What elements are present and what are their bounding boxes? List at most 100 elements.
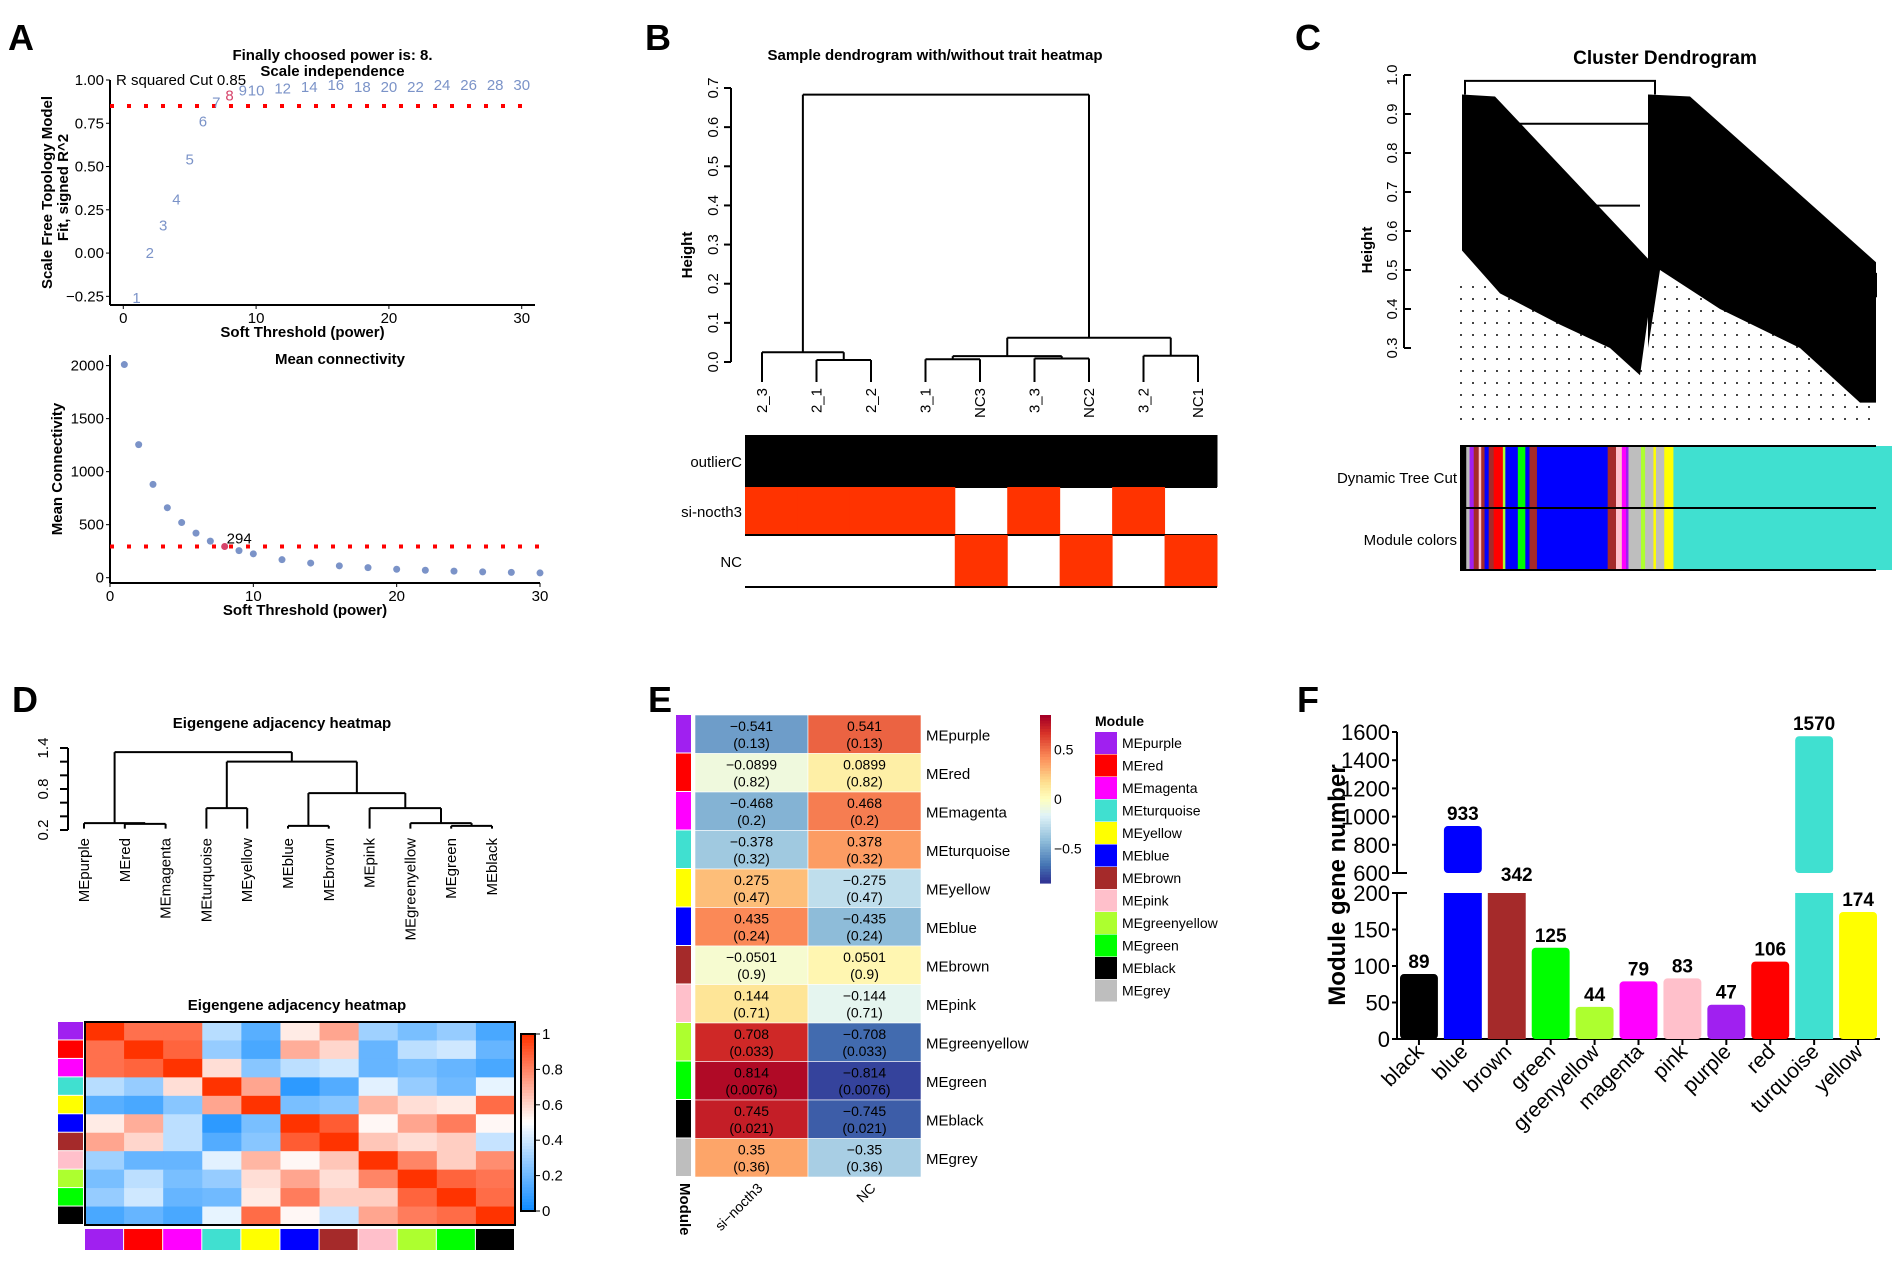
colorbar-segment	[521, 1199, 535, 1203]
heatmap-cell	[807, 714, 922, 754]
x-tick-label: purple	[1678, 1040, 1736, 1098]
colorbar-tick-label: 0.8	[542, 1061, 563, 1078]
heatmap-cell	[397, 1058, 438, 1078]
heatmap-cell	[694, 1022, 809, 1062]
column-module-swatch	[85, 1229, 124, 1250]
legend-swatch	[1095, 912, 1117, 934]
heatmap-cell	[319, 1058, 360, 1078]
leaf-label: 3_3	[1027, 388, 1044, 413]
y-tick-label: 0.3	[1384, 338, 1401, 359]
colorbar-tick-label: 1	[542, 1026, 550, 1043]
heatmap-cell	[202, 1114, 242, 1134]
bar-lower-segment	[1795, 893, 1834, 1039]
correlation-value: 0.378	[847, 834, 882, 850]
heatmap-cell	[124, 1169, 164, 1189]
y-tick-label: 1200	[1341, 776, 1390, 801]
colorbar-tick-label: 0.2	[542, 1168, 563, 1185]
color-row-label: Module colors	[1364, 532, 1457, 549]
heatmap-cell	[124, 1206, 164, 1226]
colorbar-segment	[1040, 815, 1051, 820]
y-tick-label: 0.0	[705, 352, 722, 373]
heatmap-cell	[358, 1206, 399, 1226]
colorbar-tick-label: −0.5	[1054, 840, 1082, 856]
heatmap-cell	[397, 1132, 438, 1152]
column-module-swatch	[358, 1229, 397, 1250]
module-color-segment	[1628, 508, 1642, 570]
module-color-segment	[1640, 508, 1646, 570]
heatmap-cell	[807, 907, 922, 947]
legend-label: MEgrey	[1122, 983, 1170, 999]
cutoff-annotation: R squared Cut 0.85	[116, 72, 246, 89]
chart-title: Eigengene adjacency heatmap	[188, 997, 406, 1014]
colorbar-segment	[1040, 793, 1051, 797]
panel-label-e: E	[648, 679, 672, 720]
colorbar-segment	[1040, 869, 1051, 873]
heatmap-cell	[280, 1188, 321, 1208]
heatmap-cell	[807, 753, 922, 793]
colorbar-segment	[1040, 860, 1051, 864]
heatmap-cell	[319, 1169, 360, 1189]
colorbar-segment	[521, 1116, 535, 1121]
colorbar-segment	[521, 1075, 535, 1079]
trait-cell	[1007, 435, 1061, 487]
heatmap-cell	[475, 1151, 516, 1171]
correlation-value: 0.0501	[843, 949, 886, 965]
module-color-segment	[1488, 508, 1495, 570]
heatmap-cell	[358, 1022, 399, 1041]
trait-label: outlierC	[690, 454, 742, 471]
y-tick-label: 0.50	[75, 159, 104, 176]
trait-cell	[1059, 435, 1113, 487]
heatmap-cell	[241, 1077, 281, 1097]
y-tick-label: 0.4	[1384, 299, 1401, 320]
colorbar-segment	[521, 1063, 535, 1068]
heatmap-cell	[202, 1206, 242, 1226]
x-tick-label: 30	[532, 588, 549, 605]
panel-label-b: B	[645, 17, 671, 58]
legend-swatch	[1095, 979, 1117, 1002]
p-value: (0.32)	[846, 851, 883, 867]
module-color-segment	[1502, 508, 1506, 570]
y-tick-label: 1.0	[1384, 65, 1401, 86]
heatmap-cell	[163, 1022, 203, 1041]
trait-cell	[1112, 435, 1166, 487]
heatmap-cell	[85, 1132, 125, 1152]
p-value: (0.2)	[737, 812, 766, 828]
legend-swatch	[1095, 799, 1117, 822]
heatmap-cell	[694, 868, 809, 908]
colorbar-segment	[521, 1051, 535, 1056]
trait-cell	[745, 487, 798, 535]
colorbar-segment	[521, 1125, 535, 1129]
heatmap-cell	[85, 1022, 125, 1041]
bar-value-label: 1570	[1793, 714, 1835, 735]
bar	[1619, 981, 1658, 1039]
row-module-swatch	[676, 1061, 691, 1099]
y-tick-label: 1000	[1341, 805, 1390, 830]
p-value: (0.021)	[729, 1120, 773, 1136]
heatmap-cell	[163, 1058, 203, 1078]
column-module-swatch	[475, 1229, 514, 1250]
bar	[1751, 961, 1790, 1039]
p-value: (0.0076)	[838, 1082, 890, 1098]
chosen-annotation: 294	[227, 531, 252, 548]
colorbar-segment	[521, 1140, 535, 1144]
colorbar-segment	[1040, 874, 1051, 878]
colorbar-segment	[521, 1143, 535, 1147]
leaf-label: MEturquoise	[198, 838, 215, 922]
data-point	[421, 566, 429, 574]
y-tick-label: 0.1	[705, 312, 722, 333]
heatmap-cell	[124, 1151, 164, 1171]
heatmap-cell	[202, 1077, 242, 1097]
heatmap-cell	[694, 830, 809, 870]
heatmap-cell	[319, 1022, 360, 1041]
heatmap-cell	[85, 1040, 125, 1060]
colorbar-segment	[1040, 787, 1051, 792]
colorbar-segment	[1040, 776, 1051, 780]
y-tick-label: 0.6	[705, 117, 722, 138]
heatmap-cell	[694, 1061, 809, 1101]
y-tick-label: 600	[1353, 861, 1390, 886]
colorbar-segment	[521, 1078, 535, 1082]
colorbar-segment	[1040, 810, 1051, 814]
colorbar-segment	[521, 1181, 535, 1186]
y-tick-label: 0.8	[35, 779, 52, 800]
